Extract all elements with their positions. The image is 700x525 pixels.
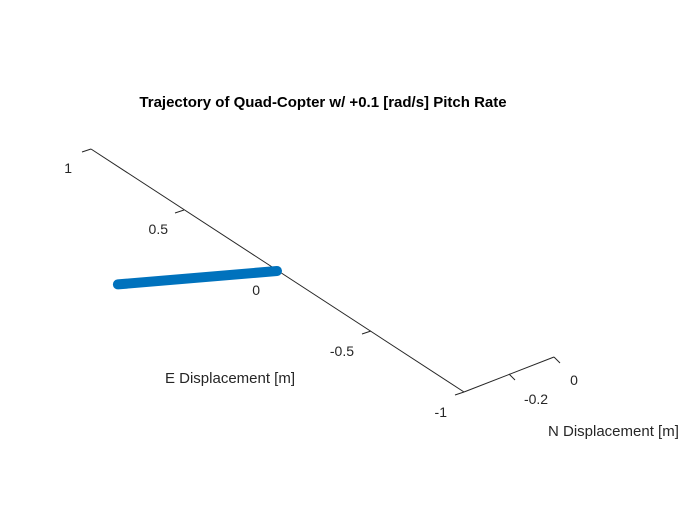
e-axis-tick: [361, 330, 372, 335]
e-axis-label: E Displacement [m]: [165, 370, 295, 387]
trajectory-line: [112, 266, 282, 290]
n-axis-tick: [553, 356, 561, 364]
e-tick-label: 0.5: [149, 221, 169, 237]
e-tick-label: -0.5: [330, 343, 354, 359]
chart-title: Trajectory of Quad-Copter w/ +0.1 [rad/s…: [139, 94, 506, 111]
n-axis-tick: [508, 373, 516, 381]
n-tick-label: -0.2: [524, 391, 548, 407]
e-tick-label: 1: [64, 160, 72, 176]
e-tick-label: -1: [435, 404, 448, 420]
e-axis-tick: [81, 148, 92, 153]
e-axis-tick: [454, 391, 465, 396]
series-layer: [112, 266, 282, 290]
e-axis-tick: [174, 209, 185, 214]
n-tick-label: 0: [570, 372, 578, 388]
e-tick-label: 0: [252, 282, 260, 298]
n-axis-label: N Displacement [m]: [548, 423, 679, 440]
